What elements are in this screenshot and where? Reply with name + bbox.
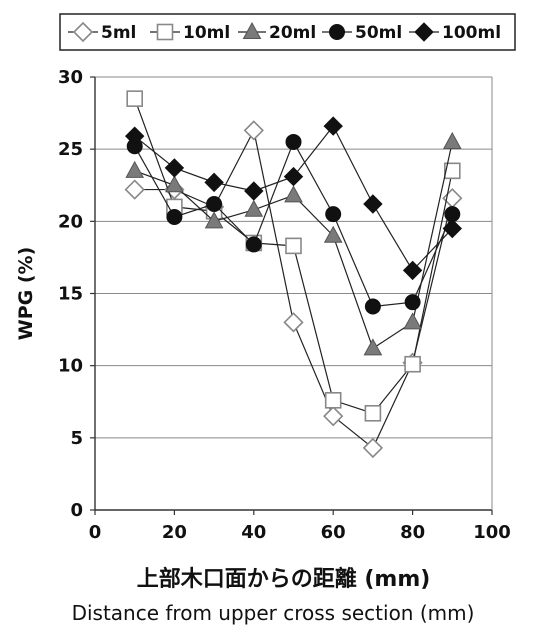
x-tick-label: 60 (321, 522, 346, 543)
data-point (124, 126, 145, 146)
data-point (442, 218, 463, 239)
data-point (404, 294, 421, 311)
y-tick-label: 15 (58, 284, 83, 305)
data-point (285, 133, 302, 150)
data-point (243, 120, 264, 141)
y-tick-label: 30 (58, 67, 83, 88)
legend-marker (242, 21, 262, 39)
data-point (324, 392, 342, 409)
data-point (284, 185, 303, 203)
data-point (323, 406, 344, 427)
series-layer (124, 90, 463, 459)
x-tick-label: 40 (241, 522, 266, 543)
data-point (403, 312, 422, 330)
x-axis-title-english: Distance from upper cross section (mm) (72, 601, 475, 625)
data-point (283, 312, 304, 333)
x-tick-label: 20 (162, 522, 187, 543)
data-point (124, 179, 145, 200)
y-tick-label: 10 (58, 356, 83, 377)
x-tick-label: 0 (89, 522, 102, 543)
data-point (363, 338, 383, 356)
legend-label: 10ml (183, 23, 230, 43)
x-tick-label: 80 (400, 522, 425, 543)
data-point (364, 404, 382, 422)
data-point (364, 298, 381, 315)
data-point (245, 236, 262, 253)
legend-marker (156, 23, 174, 41)
data-point (206, 196, 223, 213)
series-50ml (126, 133, 461, 315)
y-tick-label: 25 (58, 139, 83, 160)
data-point (283, 166, 304, 187)
data-point (244, 181, 264, 201)
data-point (362, 437, 384, 459)
data-point (204, 172, 224, 193)
y-tick-label: 20 (58, 211, 83, 232)
legend-label: 20ml (269, 23, 316, 43)
axes: 0 5 10 15 20 25 30 0 20 40 60 80 100 (58, 67, 511, 543)
legend-box (59, 13, 516, 51)
x-tick-label: 100 (473, 522, 511, 543)
data-point (165, 175, 184, 193)
series-20ml (125, 131, 462, 356)
data-point (125, 160, 145, 178)
y-tick-label: 0 (70, 500, 83, 521)
legend: 5ml 10ml 20ml 50ml 100ml (59, 13, 516, 51)
data-point (164, 158, 185, 178)
data-point (285, 237, 302, 255)
data-point (443, 162, 461, 180)
legend-marker (72, 21, 94, 43)
legend-marker (329, 24, 345, 40)
x-axis-title-japanese: 上部木口面からの距離 (mm) (137, 566, 431, 592)
legend-label: 5ml (101, 23, 136, 43)
legend-marker (414, 22, 434, 42)
data-point (204, 211, 224, 229)
data-point (323, 225, 343, 243)
data-point (126, 90, 143, 107)
data-point (363, 194, 383, 214)
legend-label: 100ml (442, 23, 501, 43)
series-100ml (124, 116, 463, 281)
data-point (442, 131, 462, 149)
data-point (404, 355, 421, 373)
y-axis-title: WPG (%) (15, 247, 37, 341)
data-point (244, 199, 264, 217)
data-point (325, 206, 342, 223)
data-point (402, 260, 423, 281)
data-point (166, 209, 183, 226)
y-tick-label: 5 (70, 428, 83, 449)
data-point (323, 116, 343, 136)
legend-label: 50ml (355, 23, 402, 43)
